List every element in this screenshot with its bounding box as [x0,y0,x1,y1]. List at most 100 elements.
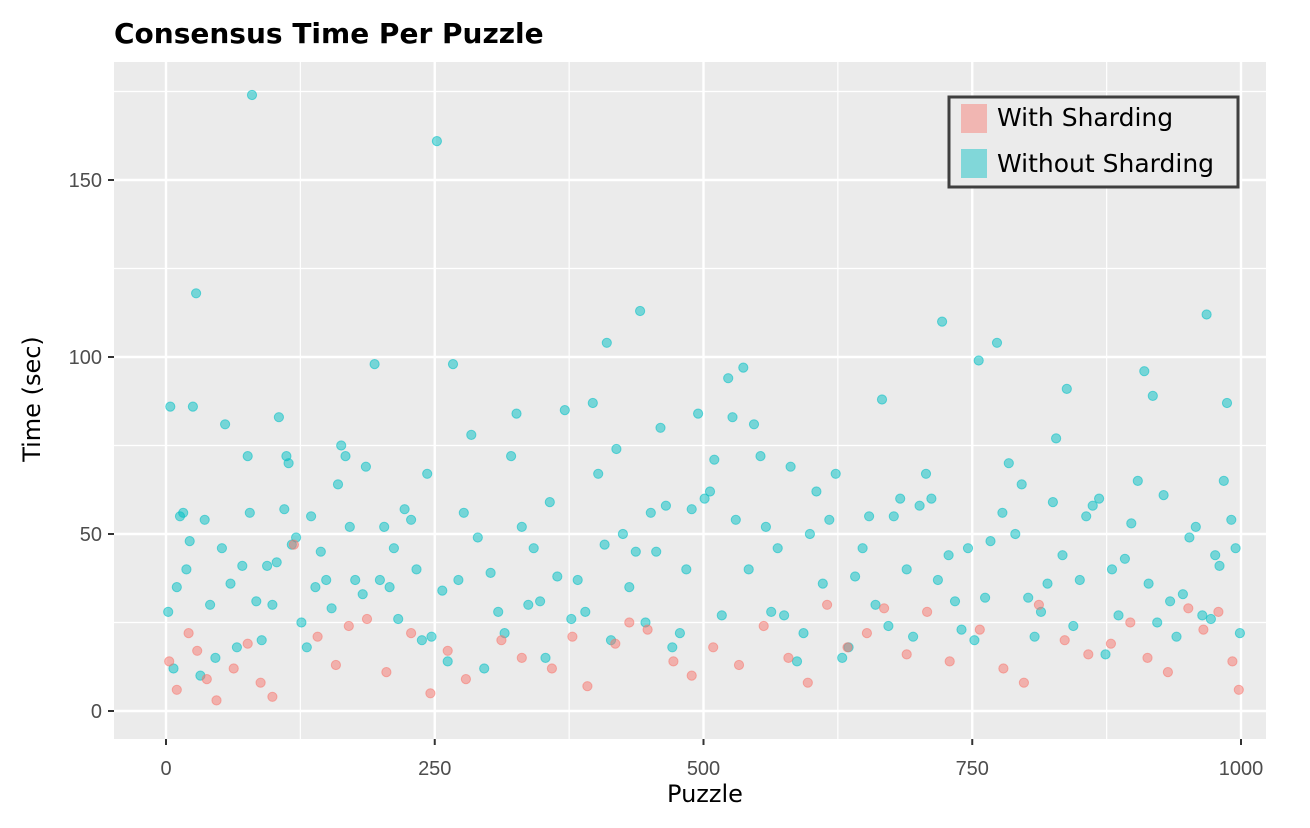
data-point-without-sharding [895,493,906,504]
data-point-with-sharding [861,628,873,639]
data-point-without-sharding [416,635,427,646]
data-point-without-sharding [369,359,380,370]
data-point-with-sharding [183,628,194,639]
data-point-without-sharding [1177,589,1189,600]
data-point-without-sharding [824,514,835,525]
data-point-without-sharding [485,567,496,579]
data-point-without-sharding [949,596,961,607]
data-point-without-sharding [876,394,888,405]
data-point-without-sharding [991,337,1003,348]
data-point-without-sharding [1047,497,1059,508]
data-point-without-sharding [244,507,255,518]
data-point-without-sharding [1057,550,1068,561]
data-point-without-sharding [340,451,351,462]
data-point-without-sharding [315,546,326,557]
data-point-with-sharding [288,539,299,550]
data-point-without-sharding [306,511,317,522]
data-point-without-sharding [932,574,944,586]
data-point-without-sharding [1023,592,1034,603]
data-point-without-sharding [187,401,198,412]
data-point-with-sharding [624,617,635,628]
data-point-without-sharding [1119,553,1131,564]
data-point-without-sharding [301,642,312,653]
data-point-with-sharding [1105,638,1117,649]
x-tick-label: 1000 [1219,758,1264,780]
data-point-without-sharding [1074,574,1085,586]
data-point-without-sharding [1197,610,1208,621]
data-point-without-sharding [493,606,504,618]
data-point-without-sharding [411,564,422,575]
data-point-without-sharding [655,422,666,433]
data-point-without-sharding [956,624,967,635]
data-point-with-sharding [668,656,679,667]
data-point-without-sharding [1230,543,1241,554]
data-point-without-sharding [727,412,738,423]
data-point-without-sharding [704,486,716,497]
data-point-with-sharding [901,649,912,660]
x-axis-ticks: 0 250 500 750 1000 [160,739,1263,780]
data-point-without-sharding [1147,390,1158,401]
data-point-without-sharding [171,582,182,593]
data-point-without-sharding [864,511,875,522]
data-point-without-sharding [699,493,710,504]
data-point-without-sharding [1165,596,1176,607]
data-point-without-sharding [1234,628,1246,639]
data-point-without-sharding [237,560,248,572]
chart-title: Consensus Time Per Puzzle [114,17,544,50]
data-point-without-sharding [651,546,662,557]
data-point-without-sharding [850,571,861,582]
data-point-without-sharding [630,546,641,557]
data-point-without-sharding [231,642,242,653]
data-point-without-sharding [883,620,894,632]
data-point-without-sharding [442,656,453,667]
data-point-with-sharding [708,642,719,653]
data-point-with-sharding [802,677,813,688]
data-point-without-sharding [1226,514,1237,525]
legend-swatch-without-sharding [961,149,987,178]
data-point-without-sharding [216,543,227,554]
data-point-without-sharding [511,408,522,419]
data-point-without-sharding [908,631,919,642]
data-point-with-sharding [1162,667,1174,678]
data-point-without-sharding [766,606,777,618]
data-point-with-sharding [228,663,239,674]
data-point-without-sharding [528,543,539,554]
data-point-without-sharding [857,543,868,554]
y-tick-label: 0 [91,701,102,723]
data-point-without-sharding [830,468,841,479]
data-point-without-sharding [969,635,980,646]
y-axis-ticks: 0 50 100 150 [69,170,114,723]
data-point-with-sharding [783,652,794,664]
data-point-without-sharding [985,536,996,547]
data-point-with-sharding [361,613,373,625]
data-point-without-sharding [837,652,848,664]
data-point-without-sharding [962,543,974,554]
data-point-with-sharding [460,674,471,685]
data-point-without-sharding [310,582,321,593]
data-point-without-sharding [472,532,483,543]
data-point-without-sharding [1205,613,1217,625]
data-point-with-sharding [381,667,392,678]
data-point-without-sharding [1042,578,1053,589]
data-point-with-sharding [1213,606,1224,618]
data-point-with-sharding [1083,649,1094,660]
data-point-without-sharding [360,461,371,472]
x-tick-label: 250 [418,758,451,780]
data-point-with-sharding [610,638,621,649]
data-point-with-sharding [516,652,527,664]
data-point-with-sharding [1059,635,1070,646]
data-point-with-sharding [442,645,453,656]
data-point-without-sharding [870,599,881,610]
data-point-without-sharding [1081,511,1092,522]
data-point-without-sharding [667,642,678,653]
data-point-without-sharding [379,521,390,533]
data-point-without-sharding [1068,620,1079,632]
data-point-without-sharding [279,504,290,515]
data-point-with-sharding [1233,684,1244,695]
data-point-without-sharding [926,493,937,504]
data-point-without-sharding [1061,383,1072,394]
data-point-without-sharding [566,613,577,625]
data-point-without-sharding [1087,500,1098,511]
data-point-without-sharding [1143,578,1154,589]
data-point-without-sharding [645,507,656,518]
